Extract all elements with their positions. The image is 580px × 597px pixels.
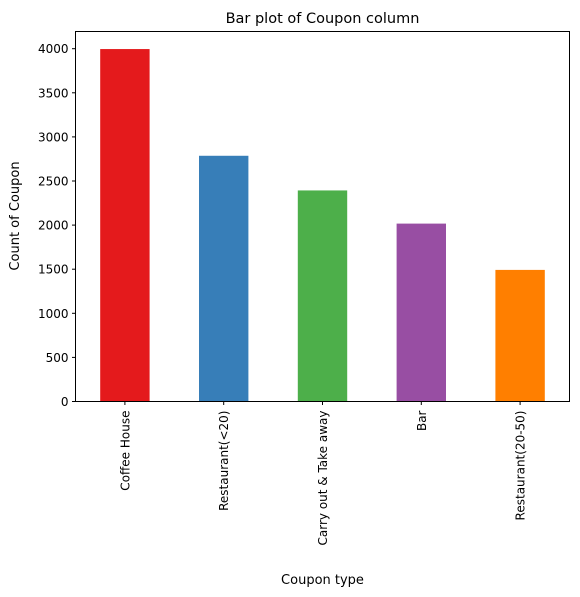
x-tick-label: Coffee House xyxy=(118,411,132,491)
y-tick-label: 4000 xyxy=(38,42,69,56)
x-axis-label: Coupon type xyxy=(281,573,364,588)
x-tick-label: Restaurant(20-50) xyxy=(514,411,528,521)
x-tick-label: Restaurant(<20) xyxy=(217,411,231,511)
y-tick-label: 3000 xyxy=(38,130,69,144)
y-tick-label: 1000 xyxy=(38,307,69,321)
x-tick-label: Carry out & Take away xyxy=(316,411,330,546)
bar-4 xyxy=(495,269,545,402)
y-tick-label: 1500 xyxy=(38,263,69,277)
y-tick-label: 3500 xyxy=(38,86,69,100)
bar-1 xyxy=(199,155,249,402)
y-tick-label: 2500 xyxy=(38,174,69,188)
bar-0 xyxy=(100,49,150,402)
x-axis: Coffee House Restaurant(<20) Carry out & T… xyxy=(118,401,528,546)
chart-title: Bar plot of Coupon column xyxy=(226,11,420,27)
y-axis-label: Count of Coupon xyxy=(8,161,23,270)
bar-2 xyxy=(297,190,348,402)
plot-area xyxy=(100,49,545,402)
y-tick-label: 2000 xyxy=(38,219,69,233)
y-tick-label: 0 xyxy=(61,395,69,409)
y-tick-label: 500 xyxy=(46,351,69,365)
bar-3 xyxy=(396,223,446,402)
y-axis: 0 500 1000 1500 2000 2500 3000 3500 4000 xyxy=(38,42,76,409)
x-tick-label: Bar xyxy=(415,410,429,431)
